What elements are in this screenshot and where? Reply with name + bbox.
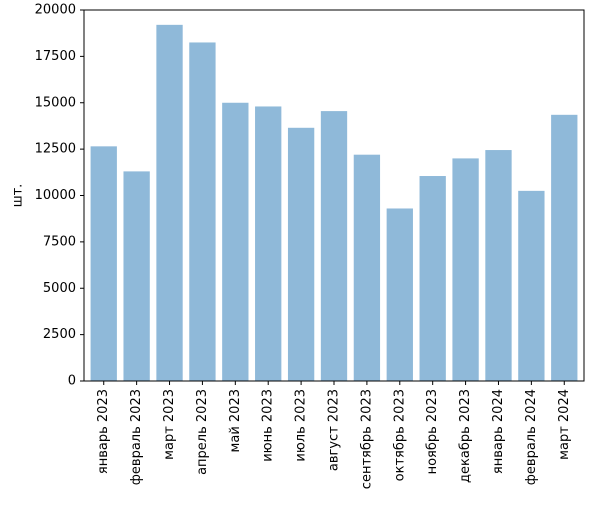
x-tick-label: декабрь 2023 <box>458 389 473 483</box>
bar-14 <box>518 190 545 381</box>
bar-4 <box>189 42 216 382</box>
x-tick-label: февраль 2023 <box>129 389 144 485</box>
x-tick-label: июнь 2023 <box>261 389 276 462</box>
y-tick-label: 15000 <box>35 95 76 110</box>
y-tick-label: 10000 <box>35 188 76 203</box>
x-tick-label: июль 2023 <box>294 389 309 462</box>
bar-15 <box>551 114 578 381</box>
x-tick-label: март 2023 <box>162 389 177 460</box>
x-tick-label: ноябрь 2023 <box>425 389 440 474</box>
y-tick-label: 5000 <box>43 281 76 296</box>
y-tick-label: 0 <box>68 374 76 389</box>
bar-6 <box>255 106 282 382</box>
x-axis: январь 2023 февраль 2023 март 2023 апрель 2… <box>96 381 572 489</box>
bar-10 <box>386 208 413 381</box>
x-tick-label: март 2024 <box>557 389 572 460</box>
x-tick-label: февраль 2024 <box>524 389 539 485</box>
bar-7 <box>287 127 315 381</box>
x-tick-label: январь 2024 <box>491 389 506 474</box>
x-tick-label: апрель 2023 <box>195 389 210 475</box>
y-tick-label: 2500 <box>43 327 76 342</box>
y-tick-label: 17500 <box>35 49 76 64</box>
plot-frame <box>83 9 585 382</box>
y-tick-label: 7500 <box>43 234 76 249</box>
y-tick-label: 20000 <box>35 3 76 18</box>
bar-12 <box>452 158 479 381</box>
bar-8 <box>320 111 348 381</box>
y-axis-label: шт. <box>11 184 26 208</box>
bar-5 <box>222 102 249 381</box>
y-tick-label: 12500 <box>35 142 76 157</box>
x-tick-label: сентябрь 2023 <box>359 389 374 489</box>
bar-9 <box>353 154 381 381</box>
y-axis: 0 2500 5000 7500 10000 12500 15000 17500 20000 <box>35 3 84 389</box>
bar-11 <box>419 176 446 381</box>
bar-2 <box>123 171 150 381</box>
bars-group <box>90 24 578 382</box>
x-tick-label: январь 2023 <box>96 389 111 474</box>
bar-13 <box>485 150 512 381</box>
x-tick-label: октябрь 2023 <box>392 389 407 481</box>
bar-3 <box>156 24 183 382</box>
x-tick-label: август 2023 <box>327 389 342 471</box>
bar-1 <box>90 146 117 381</box>
x-tick-label: май 2023 <box>228 389 243 452</box>
